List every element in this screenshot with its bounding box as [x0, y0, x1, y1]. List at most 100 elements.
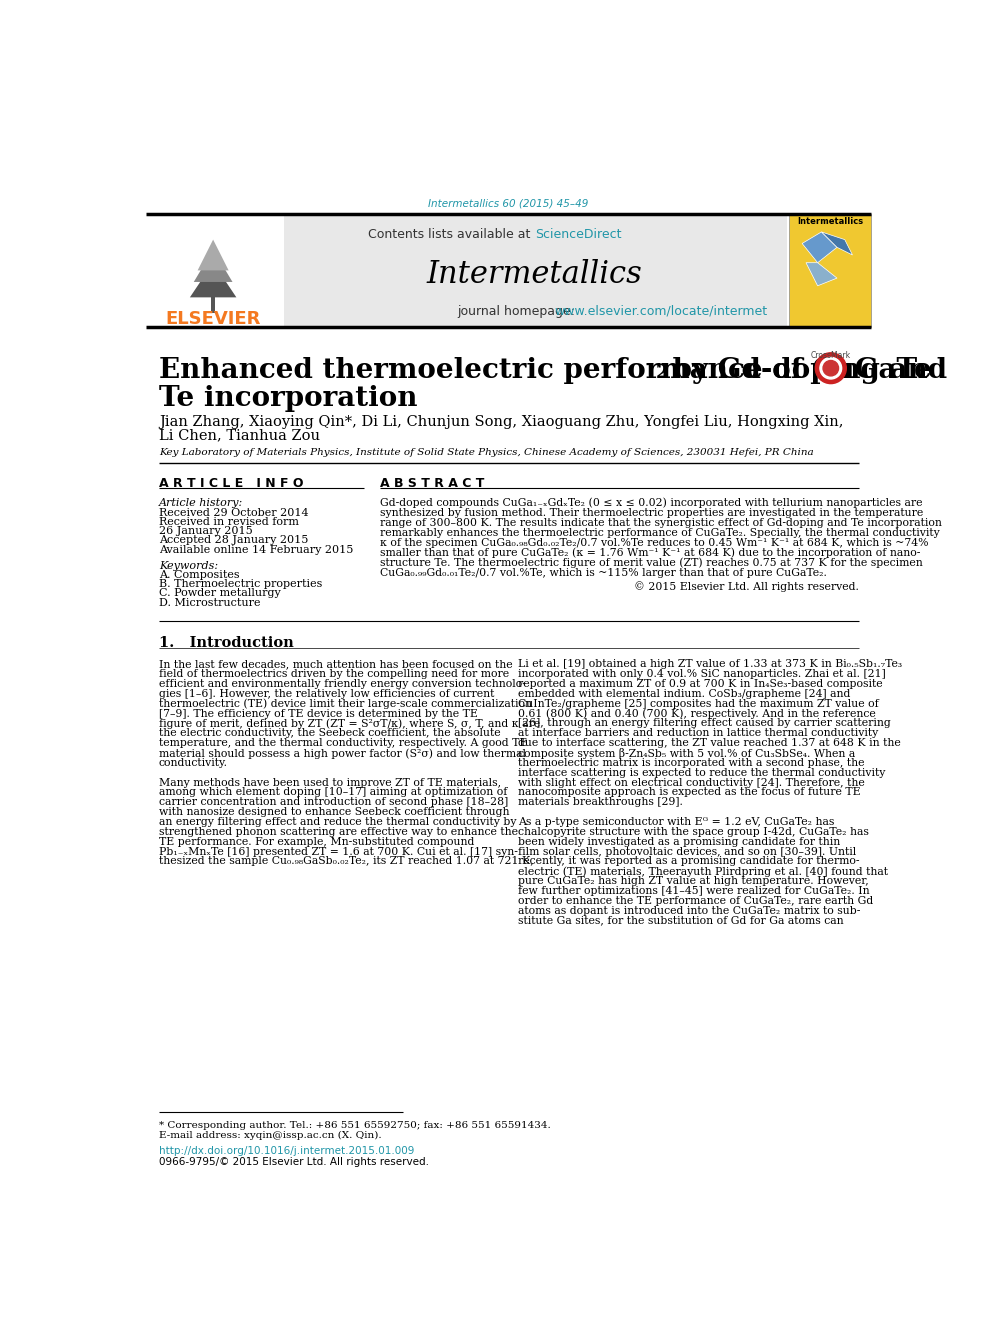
Text: thesized the sample Cu₀.₉₈GaSb₀.₀₂Te₂, its ZT reached 1.07 at 721 K,: thesized the sample Cu₀.₉₈GaSb₀.₀₂Te₂, i…: [159, 856, 534, 867]
Text: gies [1–6]. However, the relatively low efficiencies of current: gies [1–6]. However, the relatively low …: [159, 689, 494, 699]
Bar: [789, 214, 871, 327]
Text: * Corresponding author. Tel.: +86 551 65592750; fax: +86 551 65591434.: * Corresponding author. Tel.: +86 551 65…: [159, 1122, 551, 1130]
Text: A R T I C L E   I N F O: A R T I C L E I N F O: [159, 476, 304, 490]
Circle shape: [823, 360, 838, 376]
Text: Te incorporation: Te incorporation: [159, 385, 418, 413]
Text: Key Laboratory of Materials Physics, Institute of Solid State Physics, Chinese A: Key Laboratory of Materials Physics, Ins…: [159, 447, 813, 456]
Text: Available online 14 February 2015: Available online 14 February 2015: [159, 545, 353, 554]
Text: an energy filtering effect and reduce the thermal conductivity by: an energy filtering effect and reduce th…: [159, 818, 517, 827]
Text: As a p-type semiconductor with Eᴳ = 1.2 eV, CuGaTe₂ has: As a p-type semiconductor with Eᴳ = 1.2 …: [518, 818, 834, 827]
Text: κ of the specimen CuGa₀.₉₈Gd₀.₀₂Te₂/0.7 vol.%Te reduces to 0.45 Wm⁻¹ K⁻¹ at 684 : κ of the specimen CuGa₀.₉₈Gd₀.₀₂Te₂/0.7 …: [380, 537, 929, 548]
Text: structure Te. The thermoelectric figure of merit value (ZT) reaches 0.75 at 737 : structure Te. The thermoelectric figure …: [380, 557, 923, 568]
Text: reported a maximum ZT of 0.9 at 700 K in In₄Se₃-based composite: reported a maximum ZT of 0.9 at 700 K in…: [518, 679, 882, 689]
Text: D. Microstructure: D. Microstructure: [159, 598, 260, 607]
Text: few further optimizations [41–45] were realized for CuGaTe₂. In: few further optimizations [41–45] were r…: [518, 886, 869, 896]
Text: Keywords:: Keywords:: [159, 561, 218, 570]
Text: Many methods have been used to improve ZT of TE materials,: Many methods have been used to improve Z…: [159, 778, 501, 787]
Text: 1.   Introduction: 1. Introduction: [159, 636, 294, 650]
Text: field of thermoelectrics driven by the compelling need for more: field of thermoelectrics driven by the c…: [159, 669, 509, 679]
Text: remarkably enhances the thermoelectric performance of CuGaTe₂. Specially, the th: remarkably enhances the thermoelectric p…: [380, 528, 939, 537]
Text: TE performance. For example, Mn-substituted compound: TE performance. For example, Mn-substitu…: [159, 836, 474, 847]
Text: http://dx.doi.org/10.1016/j.intermet.2015.01.009: http://dx.doi.org/10.1016/j.intermet.201…: [159, 1146, 415, 1156]
Text: pure CuGaTe₂ has high ZT value at high temperature. However,: pure CuGaTe₂ has high ZT value at high t…: [518, 876, 868, 886]
Text: Jian Zhang, Xiaoying Qin*, Di Li, Chunjun Song, Xiaoguang Zhu, Yongfei Liu, Hong: Jian Zhang, Xiaoying Qin*, Di Li, Chunju…: [159, 415, 843, 429]
Text: temperature, and the thermal conductivity, respectively. A good TE: temperature, and the thermal conductivit…: [159, 738, 528, 747]
Text: stitute Ga sites, for the substitution of Gd for Ga atoms can: stitute Ga sites, for the substitution o…: [518, 916, 843, 926]
Bar: [283, 214, 787, 327]
Text: range of 300–800 K. The results indicate that the synergistic effect of Gd-dopin: range of 300–800 K. The results indicate…: [380, 517, 941, 528]
Text: Intermetallics: Intermetallics: [427, 259, 643, 290]
Text: In the last few decades, much attention has been focused on the: In the last few decades, much attention …: [159, 659, 513, 669]
Polygon shape: [821, 232, 852, 255]
Text: embedded with elemental indium. CoSb₃/grapheme [24] and: embedded with elemental indium. CoSb₃/gr…: [518, 689, 850, 699]
Circle shape: [815, 353, 846, 384]
Text: efficient and environmentally friendly energy conversion technolo-: efficient and environmentally friendly e…: [159, 679, 526, 689]
Text: Intermetallics 60 (2015) 45–49: Intermetallics 60 (2015) 45–49: [429, 198, 588, 209]
Text: B. Thermoelectric properties: B. Thermoelectric properties: [159, 579, 322, 589]
Text: Accepted 28 January 2015: Accepted 28 January 2015: [159, 536, 309, 545]
Text: 0966-9795/© 2015 Elsevier Ltd. All rights reserved.: 0966-9795/© 2015 Elsevier Ltd. All right…: [159, 1156, 429, 1167]
Text: CuInTe₂/grapheme [25] composites had the maximum ZT value of: CuInTe₂/grapheme [25] composites had the…: [518, 699, 879, 709]
Text: Received 29 October 2014: Received 29 October 2014: [159, 508, 309, 517]
Text: chalcopyrite structure with the space group I-42d, CuGaTe₂ has: chalcopyrite structure with the space gr…: [518, 827, 869, 837]
Text: Pb₁₋ₓMnₓTe [16] presented ZT = 1.6 at 700 K. Cui et al. [17] syn-: Pb₁₋ₓMnₓTe [16] presented ZT = 1.6 at 70…: [159, 847, 518, 856]
Polygon shape: [806, 263, 837, 286]
Text: 2: 2: [656, 364, 669, 381]
Text: thermoelectric (TE) device limit their large-scale commercialization: thermoelectric (TE) device limit their l…: [159, 699, 532, 709]
Text: E-mail address: xyqin@issp.ac.cn (X. Qin).: E-mail address: xyqin@issp.ac.cn (X. Qin…: [159, 1131, 382, 1140]
Text: Gd-doped compounds CuGa₁₋ₓGdₓTe₂ (0 ≤ x ≤ 0.02) incorporated with tellurium nano: Gd-doped compounds CuGa₁₋ₓGdₓTe₂ (0 ≤ x …: [380, 497, 923, 508]
Text: materials breakthroughs [29].: materials breakthroughs [29].: [518, 798, 682, 807]
Text: by Gd-doping and: by Gd-doping and: [663, 357, 946, 385]
Text: atoms as dopant is introduced into the CuGaTe₂ matrix to sub-: atoms as dopant is introduced into the C…: [518, 906, 860, 916]
Text: © 2015 Elsevier Ltd. All rights reserved.: © 2015 Elsevier Ltd. All rights reserved…: [634, 581, 859, 591]
Text: due to interface scattering, the ZT value reached 1.37 at 648 K in the: due to interface scattering, the ZT valu…: [518, 738, 901, 747]
Text: 26 January 2015: 26 January 2015: [159, 527, 253, 536]
Text: CrossMark: CrossMark: [810, 352, 851, 360]
Text: smaller than that of pure CuGaTe₂ (κ = 1.76 Wm⁻¹ K⁻¹ at 684 K) due to the incorp: smaller than that of pure CuGaTe₂ (κ = 1…: [380, 548, 921, 558]
Text: A B S T R A C T: A B S T R A C T: [380, 476, 484, 490]
Text: thermoelectric matrix is incorporated with a second phase, the: thermoelectric matrix is incorporated wi…: [518, 758, 864, 767]
Text: film solar cells, photovoltaic devices, and so on [30–39]. Until: film solar cells, photovoltaic devices, …: [518, 847, 856, 856]
Text: ELSEVIER: ELSEVIER: [166, 310, 261, 328]
Bar: [210, 298, 215, 312]
Text: the electric conductivity, the Seebeck coefficient, the absolute: the electric conductivity, the Seebeck c…: [159, 728, 501, 738]
Text: been widely investigated as a promising candidate for thin: been widely investigated as a promising …: [518, 836, 840, 847]
Polygon shape: [193, 250, 232, 282]
Text: Li Chen, Tianhua Zou: Li Chen, Tianhua Zou: [159, 429, 319, 442]
Text: interface scattering is expected to reduce the thermal conductivity: interface scattering is expected to redu…: [518, 767, 885, 778]
Text: Li et al. [19] obtained a high ZT value of 1.33 at 373 K in Bi₀.₅Sb₁.₇Te₃: Li et al. [19] obtained a high ZT value …: [518, 659, 902, 669]
Bar: [146, 214, 284, 327]
Text: journal homepage:: journal homepage:: [457, 304, 579, 318]
Polygon shape: [197, 239, 228, 270]
Text: synthesized by fusion method. Their thermoelectric properties are investigated i: synthesized by fusion method. Their ther…: [380, 508, 923, 517]
Text: with nanosize designed to enhance Seebeck coefficient through: with nanosize designed to enhance Seebec…: [159, 807, 509, 818]
Text: www.elsevier.com/locate/intermet: www.elsevier.com/locate/intermet: [555, 304, 767, 318]
Polygon shape: [189, 263, 236, 298]
Text: ScienceDirect: ScienceDirect: [535, 228, 621, 241]
Text: electric (TE) materials, Theerayuth Plirdpring et al. [40] found that: electric (TE) materials, Theerayuth Plir…: [518, 867, 888, 877]
Text: carrier concentration and introduction of second phase [18–28]: carrier concentration and introduction o…: [159, 798, 508, 807]
Text: recently, it was reported as a promising candidate for thermo-: recently, it was reported as a promising…: [518, 856, 859, 867]
Circle shape: [820, 357, 841, 378]
Text: material should possess a high power factor (S²σ) and low thermal: material should possess a high power fac…: [159, 747, 526, 758]
Text: Received in revised form: Received in revised form: [159, 517, 299, 527]
Text: [7–9]. The efficiency of TE device is determined by the TE: [7–9]. The efficiency of TE device is de…: [159, 709, 478, 718]
Text: figure of merit, defined by ZT (ZT = S²σT/κ), where S, σ, T, and κ are: figure of merit, defined by ZT (ZT = S²σ…: [159, 718, 540, 729]
Text: at interface barriers and reduction in lattice thermal conductivity: at interface barriers and reduction in l…: [518, 728, 878, 738]
Text: A. Composites: A. Composites: [159, 570, 239, 579]
Text: Article history:: Article history:: [159, 497, 243, 508]
Text: Contents lists available at: Contents lists available at: [368, 228, 535, 241]
Text: Enhanced thermoelectric performance of CuGaTe: Enhanced thermoelectric performance of C…: [159, 357, 931, 385]
Polygon shape: [803, 232, 837, 263]
Text: CuGa₀.₉₉Gd₀.₀₁Te₂/0.7 vol.%Te, which is ~115% larger than that of pure CuGaTe₂.: CuGa₀.₉₉Gd₀.₀₁Te₂/0.7 vol.%Te, which is …: [380, 568, 826, 578]
Text: conductivity.: conductivity.: [159, 758, 228, 767]
Text: order to enhance the TE performance of CuGaTe₂, rare earth Gd: order to enhance the TE performance of C…: [518, 896, 873, 906]
Text: C. Powder metallurgy: C. Powder metallurgy: [159, 589, 281, 598]
Text: Intermetallics: Intermetallics: [797, 217, 863, 226]
Text: with slight effect on electrical conductivity [24]. Therefore, the: with slight effect on electrical conduct…: [518, 778, 864, 787]
Text: incorporated with only 0.4 vol.% SiC nanoparticles. Zhai et al. [21]: incorporated with only 0.4 vol.% SiC nan…: [518, 669, 886, 679]
Text: nanocomposite approach is expected as the focus of future TE: nanocomposite approach is expected as th…: [518, 787, 860, 798]
Text: strengthened phonon scattering are effective way to enhance the: strengthened phonon scattering are effec…: [159, 827, 518, 837]
Text: [26], through an energy filtering effect caused by carrier scattering: [26], through an energy filtering effect…: [518, 718, 891, 729]
Text: 0.61 (800 K) and 0.40 (700 K), respectively. And in the reference: 0.61 (800 K) and 0.40 (700 K), respectiv…: [518, 709, 876, 720]
